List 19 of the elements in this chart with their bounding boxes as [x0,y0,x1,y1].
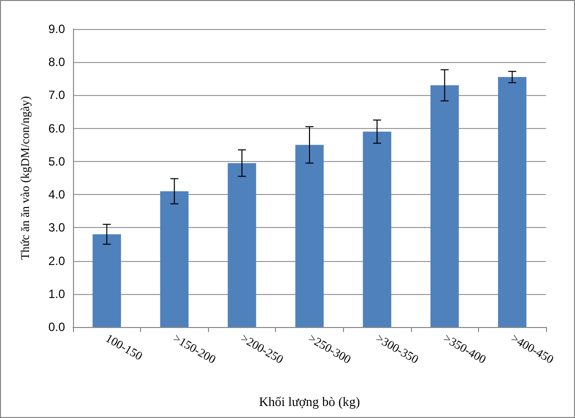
bar [160,191,189,327]
bar [498,77,526,327]
y-tick-label: 1.0 [48,286,66,301]
y-tick-label: 9.0 [48,22,66,36]
y-tick-label: 7.0 [48,88,66,102]
y-tick-label: 2.0 [48,254,66,268]
bar [362,132,392,327]
y-tick-label: 4.0 [48,188,66,202]
y-axis-title: Thức ăn ăn vào (kgDM/con/ngày) [18,96,32,260]
y-tick-label: 6.0 [48,121,66,136]
y-tick-label: 0.0 [48,320,66,334]
bar [295,144,324,327]
y-tick-label: 5.0 [48,154,66,168]
bar [92,234,121,327]
bar [430,85,459,327]
y-tick-label: 8.0 [48,55,66,70]
bar [228,163,256,327]
y-tick-label: 3.0 [48,220,66,235]
x-axis-title: Khối lượng bò (kg) [259,394,360,409]
